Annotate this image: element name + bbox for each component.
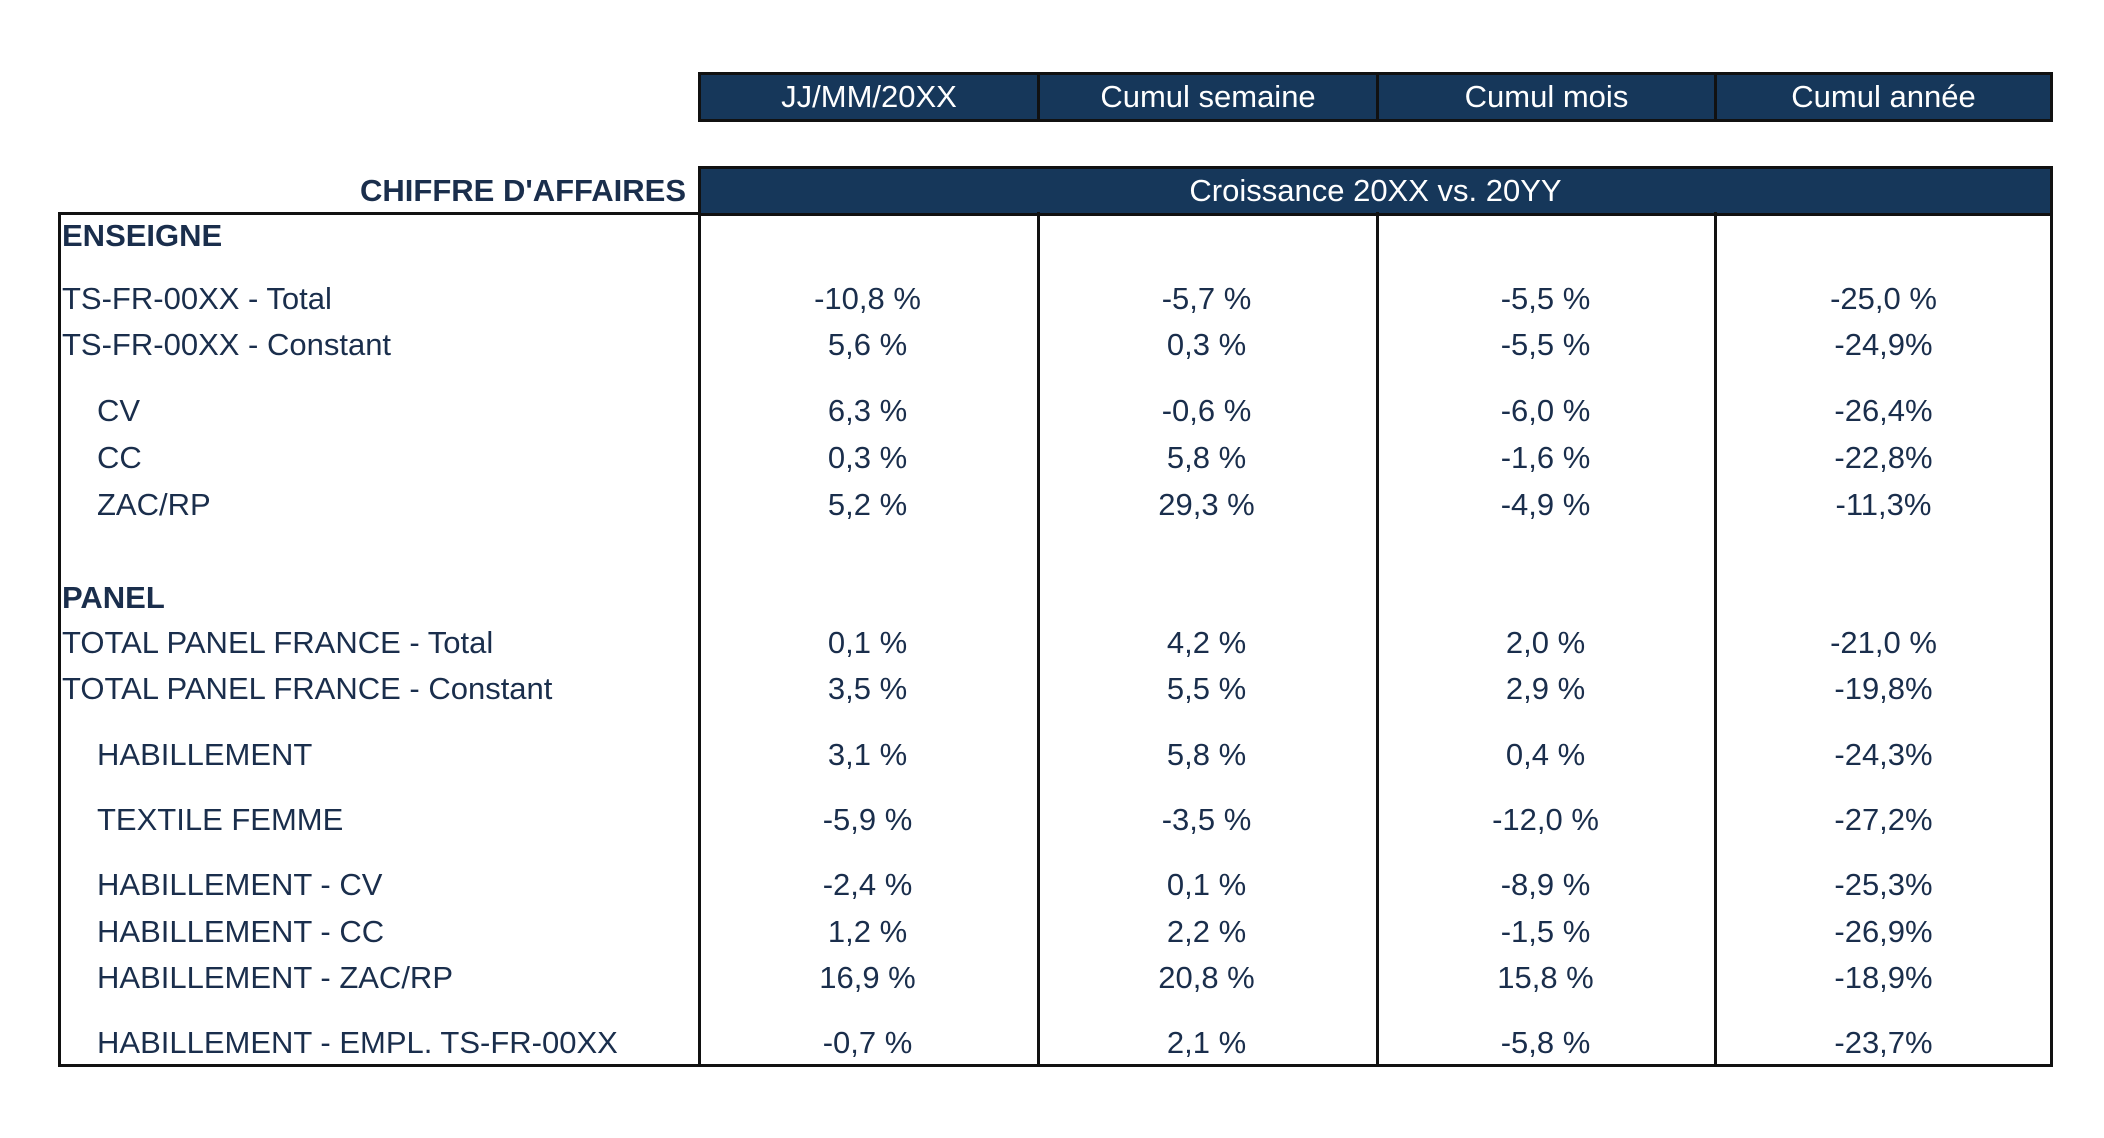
table-row: TOTAL PANEL FRANCE - Constant 3,5 % 5,5 % 2… (0, 666, 2104, 712)
value-cell: -2,4 % (822, 867, 913, 902)
column-divider (1037, 212, 1040, 1067)
value-cell: 5,8 % (1166, 440, 1247, 475)
table-row: HABILLEMENT - CC 1,2 % 2,2 % -1,5 % -26,9% (0, 909, 2104, 955)
value-cell: -21,0 % (1830, 625, 1937, 660)
table-row: CC 0,3 % 5,8 % -1,6 % -22,8% (0, 435, 2104, 481)
value-cell: -1,5 % (1500, 914, 1591, 949)
value-cell: -23,7% (1834, 1025, 1933, 1060)
value-cell: 0,4 % (1505, 737, 1586, 772)
table-border-right (2050, 212, 2053, 1067)
value-cell: 6,3 % (827, 393, 908, 428)
value-cell: 3,1 % (827, 737, 908, 772)
value-cell: -10,8 % (814, 281, 921, 316)
value-cell: 29,3 % (1158, 487, 1255, 522)
table-row: TS-FR-00XX - Constant 5,6 % 0,3 % -5,5 % -24… (0, 322, 2104, 368)
row-label: TS-FR-00XX - Total (62, 281, 332, 316)
row-label: HABILLEMENT - CC (97, 914, 385, 949)
table-row: HABILLEMENT - CV -2,4 % 0,1 % -8,9 % -25,3% (0, 862, 2104, 908)
value-cell: -27,2% (1834, 802, 1933, 837)
table-row: TEXTILE FEMME -5,9 % -3,5 % -12,0 % -27,2% (0, 797, 2104, 843)
value-cell: -0,7 % (822, 1025, 913, 1060)
value-cell: -4,9 % (1500, 487, 1591, 522)
section-row: PANEL (0, 575, 2104, 621)
value-cell: -24,9% (1834, 327, 1933, 362)
value-cell: 0,3 % (1166, 327, 1247, 362)
table-border-left (58, 212, 61, 1067)
value-cell: -11,3% (1835, 487, 1932, 522)
value-cell: -6,0 % (1500, 393, 1591, 428)
value-cell: -18,9% (1834, 960, 1933, 995)
value-cell: -26,4% (1834, 393, 1933, 428)
value-cell: 2,0 % (1505, 625, 1586, 660)
column-header-week: Cumul semaine (1037, 72, 1379, 122)
table-row: ZAC/RP 5,2 % 29,3 % -4,9 % -11,3% (0, 482, 2104, 528)
column-header-date: JJ/MM/20XX (698, 72, 1040, 122)
value-cell: 4,2 % (1166, 625, 1247, 660)
value-cell: -8,9 % (1500, 867, 1591, 902)
value-cell: -26,9% (1834, 914, 1933, 949)
value-cell: -19,8% (1834, 671, 1933, 706)
value-cell: 1,2 % (827, 914, 908, 949)
value-cell: -5,8 % (1500, 1025, 1591, 1060)
value-cell: -3,5 % (1161, 802, 1252, 837)
row-label: TOTAL PANEL FRANCE - Constant (62, 671, 553, 706)
value-cell: -5,7 % (1161, 281, 1252, 316)
table-row: TOTAL PANEL FRANCE - Total 0,1 % 4,2 % 2,0 … (0, 620, 2104, 666)
row-label: CC (97, 440, 142, 475)
value-cell: 5,2 % (827, 487, 908, 522)
row-label: ZAC/RP (97, 487, 211, 522)
value-cell: 2,1 % (1166, 1025, 1247, 1060)
value-cell: 5,8 % (1166, 737, 1247, 772)
value-cell: 15,8 % (1497, 960, 1594, 995)
growth-header: Croissance 20XX vs. 20YY (698, 166, 2053, 216)
table-row: HABILLEMENT - EMPL. TS-FR-00XX -0,7 % 2,1 … (0, 1020, 2104, 1066)
table-row: HABILLEMENT 3,1 % 5,8 % 0,4 % -24,3% (0, 732, 2104, 778)
value-cell: 20,8 % (1158, 960, 1255, 995)
row-label: TOTAL PANEL FRANCE - Total (62, 625, 494, 660)
row-label: TEXTILE FEMME (97, 802, 344, 837)
value-cell: 2,2 % (1166, 914, 1247, 949)
value-cell: -22,8% (1834, 440, 1933, 475)
value-cell: -5,5 % (1500, 281, 1591, 316)
column-divider (1714, 212, 1717, 1067)
value-cell: -12,0 % (1492, 802, 1599, 837)
value-cell: 2,9 % (1505, 671, 1586, 706)
value-cell: 16,9 % (819, 960, 916, 995)
row-label: HABILLEMENT (97, 737, 313, 772)
column-divider (1376, 212, 1379, 1067)
row-label: TS-FR-00XX - Constant (62, 327, 392, 362)
section-title: CHIFFRE D'AFFAIRES (360, 173, 686, 208)
value-cell: -5,5 % (1500, 327, 1591, 362)
section-label: PANEL (62, 580, 165, 615)
value-cell: 0,1 % (827, 625, 908, 660)
section-label: ENSEIGNE (62, 218, 223, 253)
value-cell: 0,1 % (1166, 867, 1247, 902)
table-row: CV 6,3 % -0,6 % -6,0 % -26,4% (0, 388, 2104, 434)
table-row: TS-FR-00XX - Total -10,8 % -5,7 % -5,5 % -25… (0, 276, 2104, 322)
value-cell: -25,3% (1834, 867, 1933, 902)
row-label: CV (97, 393, 141, 428)
value-cell: -0,6 % (1161, 393, 1252, 428)
table-row: HABILLEMENT - ZAC/RP 16,9 % 20,8 % 15,8 % -1… (0, 955, 2104, 1001)
value-cell: -24,3% (1834, 737, 1933, 772)
column-header-year: Cumul année (1714, 72, 2053, 122)
table-top-border (58, 212, 698, 215)
row-label: HABILLEMENT - EMPL. TS-FR-00XX (97, 1025, 618, 1060)
column-divider (698, 212, 701, 1067)
table-bottom-border (58, 1064, 2053, 1067)
value-cell: -1,6 % (1500, 440, 1591, 475)
value-cell: 3,5 % (827, 671, 908, 706)
section-row: ENSEIGNE (0, 213, 2104, 259)
value-cell: 5,6 % (827, 327, 908, 362)
row-label: HABILLEMENT - ZAC/RP (97, 960, 454, 995)
value-cell: -5,9 % (822, 802, 913, 837)
value-cell: 0,3 % (827, 440, 908, 475)
value-cell: -25,0 % (1830, 281, 1937, 316)
row-label: HABILLEMENT - CV (97, 867, 383, 902)
value-cell: 5,5 % (1166, 671, 1247, 706)
column-header-month: Cumul mois (1376, 72, 1717, 122)
